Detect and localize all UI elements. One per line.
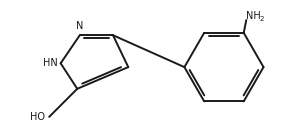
Text: HN: HN [43,58,58,68]
Text: NH: NH [246,11,261,21]
Text: N: N [76,21,84,31]
Text: 2: 2 [259,16,263,22]
Text: HO: HO [30,112,45,122]
